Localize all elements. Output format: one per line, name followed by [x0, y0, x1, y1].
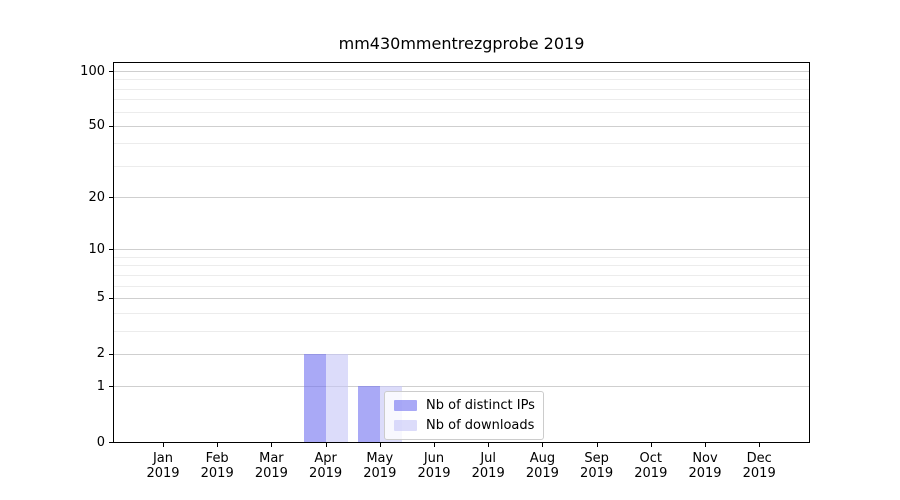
x-tick-label: Dec 2019 [742, 451, 776, 481]
y-tick-label: 0 [96, 434, 105, 450]
y-tick-label: 2 [96, 346, 105, 362]
gridline-minor [114, 165, 809, 167]
bar-distinct-ips [357, 386, 380, 442]
x-tick-label: Jun 2019 [417, 451, 451, 481]
x-axis-tick [488, 443, 490, 447]
y-tick-label: 5 [96, 290, 105, 306]
y-tick-label: 10 [88, 241, 105, 257]
gridline-minor [114, 79, 809, 81]
gridline-minor [114, 111, 809, 113]
gridline-major [114, 353, 809, 355]
gridline-minor [114, 285, 809, 287]
legend-swatch-distinct-ips-icon [394, 400, 417, 411]
gridline-major [114, 297, 809, 299]
x-axis-tick [542, 443, 544, 447]
x-tick-label: Jan 2019 [146, 451, 180, 481]
gridline-major [114, 125, 809, 127]
x-axis-tick [596, 443, 598, 447]
x-axis-tick [759, 443, 761, 447]
legend-item-downloads: Nb of downloads [394, 418, 534, 433]
y-axis-tick [109, 71, 113, 72]
x-tick-label: Oct 2019 [634, 451, 668, 481]
x-tick-label: Nov 2019 [688, 451, 722, 481]
x-axis-tick [705, 443, 706, 447]
y-axis-tick [109, 197, 113, 199]
legend-label-downloads: Nb of downloads [426, 418, 535, 433]
gridline-minor [114, 312, 809, 314]
x-axis-tick [650, 443, 652, 447]
x-tick-label: Sep 2019 [580, 451, 614, 481]
y-tick-label: 50 [88, 118, 105, 134]
y-axis-tick [109, 353, 113, 355]
bar-downloads [325, 353, 348, 442]
y-axis-tick [109, 297, 113, 299]
x-tick-label: Jul 2019 [471, 451, 505, 481]
gridline-major [114, 197, 809, 199]
x-tick-label: Apr 2019 [309, 451, 343, 481]
y-axis-tick [109, 249, 113, 251]
gridline-minor [114, 265, 809, 267]
x-axis-tick [271, 443, 273, 447]
y-tick-label: 20 [88, 189, 105, 205]
gridline-major [114, 249, 809, 251]
x-tick-label: May 2019 [363, 451, 397, 481]
gridline-major [114, 386, 809, 388]
y-tick-label: 1 [96, 378, 105, 394]
gridline-minor [114, 274, 809, 276]
x-tick-label: Aug 2019 [525, 451, 559, 481]
x-axis-tick [163, 443, 164, 447]
y-tick-label: 100 [80, 63, 105, 79]
legend: Nb of distinct IPs Nb of downloads [384, 391, 544, 440]
gridline-minor [114, 99, 809, 101]
legend-swatch-downloads-icon [394, 420, 417, 431]
x-tick-label: Mar 2019 [254, 451, 288, 481]
plot-area: Nb of distinct IPs Nb of downloads [113, 62, 810, 443]
y-axis-tick [109, 386, 113, 388]
x-axis-tick [217, 443, 219, 447]
gridline-minor [114, 88, 809, 90]
y-axis-tick [109, 442, 113, 443]
chart-title: mm430mmentrezgprobe 2019 [338, 34, 585, 53]
x-axis-tick [379, 443, 381, 447]
gridline-major [114, 71, 809, 72]
gridline-minor [114, 330, 809, 332]
y-axis-tick [109, 125, 113, 127]
x-tick-label: Feb 2019 [200, 451, 234, 481]
x-axis-tick [325, 443, 327, 447]
x-axis-tick [434, 443, 435, 447]
legend-item-distinct-ips: Nb of distinct IPs [394, 398, 535, 413]
gridline-minor [114, 143, 809, 145]
legend-label-distinct-ips: Nb of distinct IPs [426, 398, 535, 413]
bar-distinct-ips [303, 353, 326, 442]
gridline-minor [114, 256, 809, 258]
